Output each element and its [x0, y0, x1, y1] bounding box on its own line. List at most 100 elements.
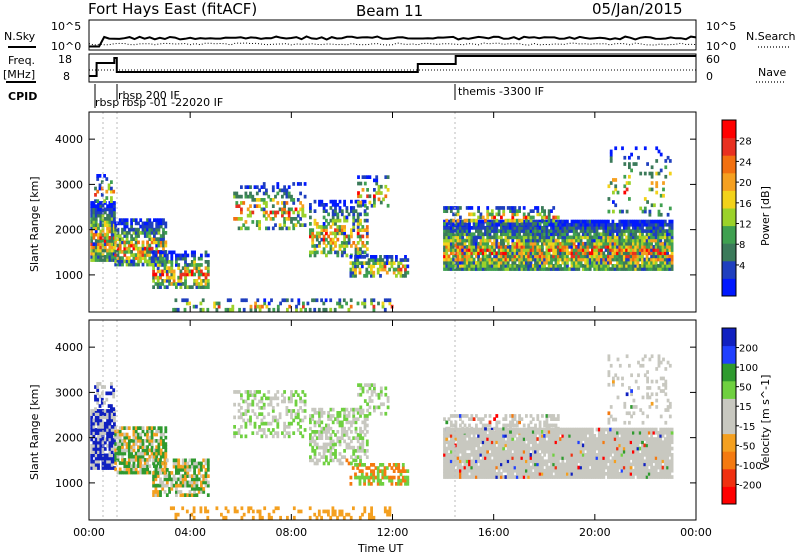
heatmap-cell: [162, 470, 165, 475]
heatmap-cell: [488, 453, 492, 457]
heatmap-cell: [96, 382, 100, 386]
heatmap-cell: [513, 453, 517, 457]
heatmap-cell: [98, 186, 102, 191]
heatmap-cell: [477, 472, 480, 476]
heatmap-cell: [591, 257, 594, 262]
heatmap-cell: [509, 209, 512, 213]
heatmap-cell: [593, 226, 597, 230]
heatmap-cell: [636, 251, 640, 256]
heatmap-cell: [479, 212, 483, 217]
heatmap-cell: [235, 217, 239, 221]
heatmap-cell: [150, 246, 154, 251]
heatmap-cell: [456, 248, 460, 252]
heatmap-cell: [490, 226, 494, 230]
heatmap-cell: [260, 406, 264, 410]
heatmap-cell: [536, 267, 540, 271]
heatmap-cell: [502, 267, 506, 271]
heatmap-cell: [99, 213, 103, 218]
heatmap-cell: [354, 475, 357, 480]
heatmap-cell: [177, 282, 181, 286]
heatmap-cell: [602, 222, 606, 227]
heatmap-cell: [373, 389, 376, 394]
heatmap-cell: [513, 235, 517, 240]
heatmap-cell: [484, 248, 487, 252]
heatmap-cell: [459, 449, 462, 454]
heatmap-cell: [468, 446, 471, 451]
heatmap-cell: [179, 256, 183, 261]
heatmap-cell: [607, 241, 610, 246]
heatmap-cell: [276, 390, 280, 394]
heatmap-cell: [454, 254, 458, 259]
heatmap-cell: [385, 475, 389, 480]
heatmap-cell: [325, 445, 328, 450]
heatmap-cell: [361, 442, 365, 447]
heatmap-cell: [459, 260, 462, 265]
heatmap-cell: [506, 440, 510, 445]
heatmap-cell: [361, 430, 365, 434]
heatmap-cell: [518, 267, 521, 271]
heatmap-cell: [271, 226, 275, 231]
heatmap-cell: [650, 203, 654, 208]
heatmap-cell: [249, 390, 252, 394]
heatmap-cell: [262, 406, 266, 410]
heatmap-cell: [614, 146, 618, 151]
heatmap-cell: [318, 203, 321, 207]
heatmap-cell: [495, 472, 499, 476]
heatmap-cell: [240, 210, 243, 215]
heatmap-cell: [488, 251, 492, 256]
heatmap-cell: [345, 407, 349, 412]
heatmap-cell: [500, 434, 503, 438]
heatmap-cell: [331, 445, 335, 450]
heatmap-cell: [600, 248, 603, 252]
heatmap-cell: [404, 478, 407, 483]
heatmap-cell: [154, 483, 158, 488]
heatmap-cell: [363, 261, 366, 265]
heatmap-cell: [399, 472, 403, 477]
heatmap-cell: [101, 242, 105, 246]
heatmap-cell: [634, 162, 638, 166]
heatmap-cell: [461, 260, 465, 265]
heatmap-cell: [329, 199, 333, 204]
heatmap-cell: [365, 228, 369, 232]
heatmap-cell: [100, 391, 104, 396]
heatmap-cell: [657, 248, 660, 252]
heatmap-cell: [262, 198, 266, 202]
heatmap-cell: [331, 414, 335, 418]
heatmap-cell: [309, 215, 312, 220]
heatmap-cell: [188, 493, 192, 497]
heatmap-cell: [504, 264, 508, 268]
heatmap-cell: [94, 204, 98, 208]
heatmap-cell: [500, 235, 503, 240]
heatmap-cell: [320, 426, 324, 431]
heatmap-cell: [584, 222, 587, 227]
heatmap-cell: [449, 222, 453, 227]
heatmap-cell: [655, 184, 659, 189]
heatmap-cell: [322, 247, 326, 251]
heatmap-cell: [577, 264, 581, 268]
heatmap-cell: [347, 420, 351, 425]
heatmap-cell: [500, 254, 503, 259]
heatmap-cell: [334, 228, 337, 232]
heatmap-cell: [366, 402, 369, 407]
heatmap-cell: [647, 226, 651, 230]
heatmap-cell: [175, 253, 178, 258]
heatmap-cell: [318, 458, 321, 463]
heatmap-cell: [465, 251, 469, 256]
nsky-strip: N.Sky 10^5 10^0 N.Search 10^5 10^0: [4, 19, 796, 53]
heatmap-cell: [509, 248, 512, 252]
heatmap-cell: [515, 453, 519, 457]
heatmap-cell: [156, 275, 160, 280]
heatmap-cell: [475, 229, 478, 233]
heatmap-cell: [132, 461, 136, 465]
heatmap-cell: [652, 229, 656, 233]
heatmap-cell: [490, 462, 494, 467]
heatmap-cell: [477, 475, 480, 479]
heatmap-cell: [99, 248, 103, 253]
heatmap-cell: [368, 383, 372, 387]
heatmap-cell: [296, 412, 300, 416]
heatmap-cell: [572, 226, 576, 230]
heatmap-cell: [556, 264, 560, 268]
heatmap-cell: [664, 174, 668, 179]
heatmap-cell: [475, 453, 478, 457]
heatmap-cell: [518, 468, 521, 473]
